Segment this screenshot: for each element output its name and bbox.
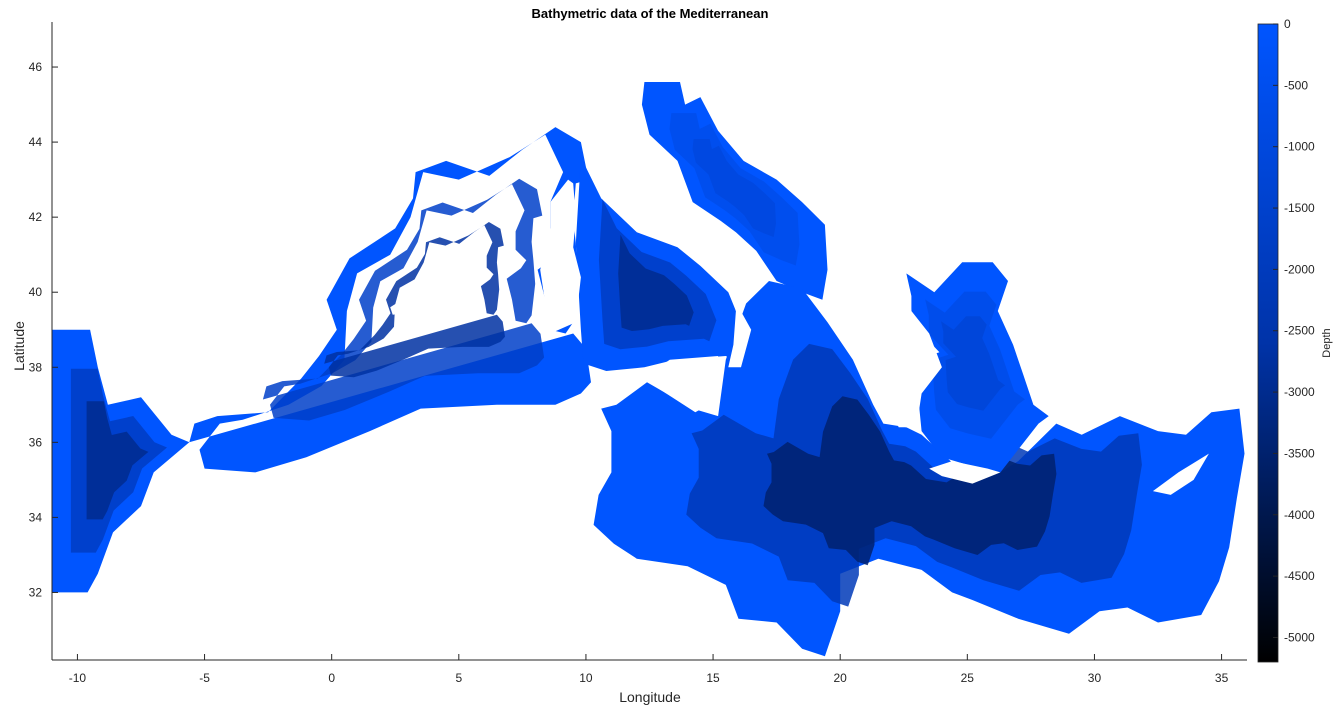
colorbar: 0 -500 -1000 -1500 -2000 -2500 -3000 -3500 -4000… (1257, 17, 1333, 663)
y-tick-label: 40 (29, 285, 43, 299)
depth-core-adriatic (692, 139, 776, 237)
chart-title: Bathymetric data of the Mediterranean (532, 6, 769, 21)
colorbar-tick-label: -3000 (1284, 385, 1315, 399)
y-tick-label: 46 (29, 60, 43, 74)
x-tick-label: 25 (961, 671, 975, 685)
axes: -10 -5 0 5 10 15 20 25 30 35 32 34 36 38 40 42 44 46 (29, 22, 1247, 685)
x-tick-label: 15 (706, 671, 720, 685)
colorbar-tick-label: 0 (1284, 17, 1291, 31)
colorbar-tick-label: -3500 (1284, 446, 1315, 460)
x-tick-label: 30 (1088, 671, 1102, 685)
land-cyprus (1152, 453, 1209, 495)
y-tick-label: 32 (29, 585, 43, 599)
x-tick-label: -10 (69, 671, 87, 685)
y-tick-label: 36 (29, 435, 43, 449)
colorbar-tick-label: -500 (1284, 78, 1308, 92)
land-italy-heel (728, 288, 752, 368)
x-tick-label: 0 (328, 671, 335, 685)
land-peloponnese-greece (840, 273, 942, 428)
y-tick-label: 34 (29, 510, 43, 524)
depth-core-alboran-balearic-ligurian (324, 222, 505, 378)
colorbar-tick-label: -1500 (1284, 201, 1315, 215)
x-tick-label: -5 (199, 671, 210, 685)
y-tick-label: 42 (29, 210, 43, 224)
x-axis-title: Longitude (619, 689, 681, 705)
y-tick-label: 38 (29, 360, 43, 374)
colorbar-tick-label: -2000 (1284, 262, 1315, 276)
colorbar-tick-label: -2500 (1284, 324, 1315, 338)
land-corsica-sardinia (540, 179, 581, 334)
x-tick-label: 10 (579, 671, 593, 685)
depth-core-ionian-central (763, 396, 1057, 566)
land-sicily (647, 356, 719, 413)
x-tick-label: 20 (834, 671, 848, 685)
land-crete (929, 461, 1001, 484)
colorbar-title: Depth (1321, 328, 1333, 357)
depth-core-atlantic-gulf-of-cadiz (86, 401, 149, 520)
colorbar-gradient (1257, 23, 1279, 663)
colorbar-ticks: 0 -500 -1000 -1500 -2000 -2500 -3000 -3500 -4000… (1273, 17, 1315, 644)
x-ticks: -10 -5 0 5 10 15 20 25 30 35 (69, 654, 1229, 685)
colorbar-tick-label: -5000 (1284, 630, 1315, 644)
colorbar-tick-label: -4000 (1284, 508, 1315, 522)
sea-region-alboran-balearic-ligurian (189, 127, 592, 473)
y-ticks: 32 34 36 38 40 42 44 46 (29, 60, 58, 599)
depth-core-tyrrhenian (618, 234, 694, 331)
x-tick-label: 5 (455, 671, 462, 685)
bathymetry-map (52, 82, 1245, 657)
y-axis-title: Latitude (11, 321, 27, 371)
land-balearic-islands (390, 288, 439, 315)
colorbar-tick-label: -1000 (1284, 140, 1315, 154)
colorbar-tick-label: -4500 (1284, 569, 1315, 583)
y-tick-label: 44 (29, 135, 43, 149)
depth-core-alboran-balearic-ligurian (262, 178, 545, 421)
depth-core-aegean (941, 316, 1006, 411)
x-tick-label: 35 (1215, 671, 1229, 685)
